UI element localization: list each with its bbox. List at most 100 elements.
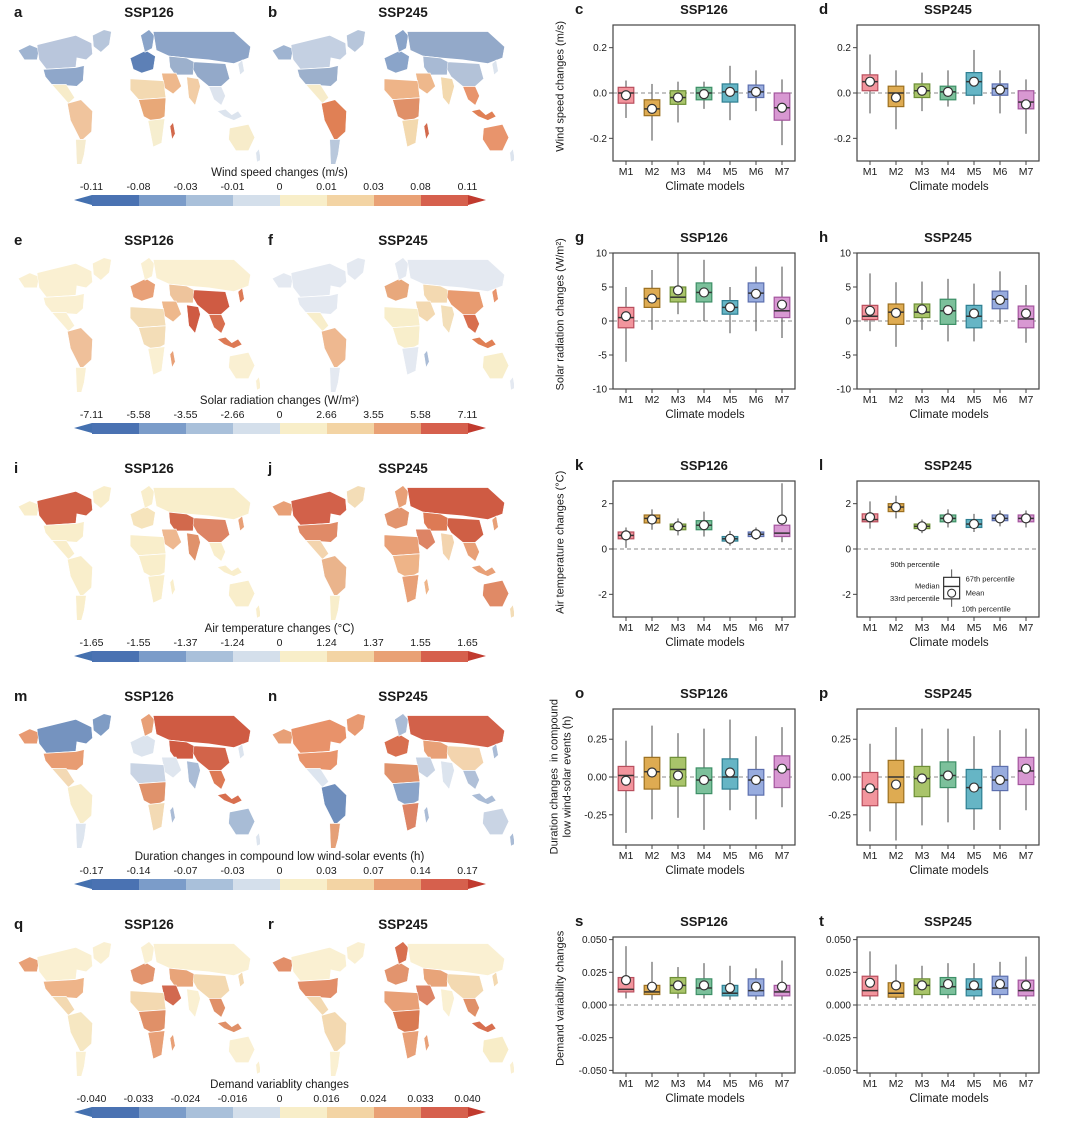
plot-border	[856, 252, 1040, 390]
y-tick-label: 0.025	[826, 968, 851, 979]
region-greenland	[346, 29, 366, 53]
box-panel-p: p SSP245 0.25 0.00 -0.25 M1 M2 M3 M4 M5 M6 M7 Climat…	[807, 685, 1051, 912]
box-plot-svg-t: 0.050 0.025 0.000 -0.025 -0.050 M1 M2 M3 M4 M5 M6 M…	[823, 935, 1040, 1090]
mean-M6	[994, 978, 1006, 990]
region-scandinavia	[140, 713, 155, 737]
mean-M1	[864, 977, 876, 988]
x-tick-label: M7	[1019, 394, 1034, 406]
mean-M3	[916, 304, 928, 315]
region-seasia	[462, 313, 480, 334]
box-plot-title: SSP245	[924, 458, 972, 473]
mean-M7	[1020, 99, 1032, 110]
y-axis-label: Wind speed changes (m/s)	[554, 20, 567, 152]
x-tick-label: M2	[889, 394, 904, 406]
colorbar-tick: 0.14	[410, 865, 431, 877]
box-plot-title: SSP126	[680, 2, 728, 17]
region-canada	[36, 718, 93, 754]
mean-M5	[968, 980, 980, 991]
x-tick-label: M1	[863, 166, 878, 178]
map-title: SSP245	[378, 4, 428, 20]
x-axis-label: Climate models	[665, 409, 745, 421]
colorbar-segment	[279, 879, 327, 890]
region-nafrica	[383, 306, 421, 329]
region-samerica_s	[75, 367, 87, 392]
region-canada	[36, 262, 93, 298]
y-tick-label: -0.25	[828, 810, 851, 821]
x-tick-label: M7	[1019, 850, 1034, 862]
y-tick-label: -0.2	[590, 134, 608, 145]
region-india	[186, 988, 201, 1018]
y-tick-label: 2	[601, 499, 607, 510]
region-islands	[216, 792, 243, 805]
panel-head: o SSP126	[573, 685, 807, 703]
panel-letter-e: e	[14, 231, 23, 249]
panel-letter-l: l	[819, 457, 824, 474]
region-india	[186, 532, 201, 562]
legend-mean-circle	[947, 588, 957, 598]
x-tick-label: M3	[915, 850, 930, 862]
colorbar-segment	[373, 195, 421, 206]
mean-M5	[724, 302, 736, 313]
y-tick-label: -0.050	[579, 1066, 608, 1077]
colorbar-bar	[73, 423, 486, 434]
region-samerica_n	[67, 327, 93, 370]
x-tick-label: M3	[671, 622, 686, 634]
region-japan	[237, 971, 245, 988]
x-axis-label: Climate models	[665, 637, 745, 649]
colorbar-tick: 0	[276, 1093, 283, 1105]
mean-M5	[724, 86, 736, 97]
region-greenland	[92, 485, 112, 509]
y-tick-label: 5	[845, 283, 851, 294]
region-nz	[255, 376, 260, 391]
region-safrica	[147, 118, 166, 148]
region-australia	[228, 579, 256, 608]
region-scandinavia	[394, 713, 409, 737]
region-samerica_n	[321, 783, 347, 826]
mean-M2	[890, 980, 902, 991]
colorbar-tick: 0.07	[363, 865, 384, 877]
box-plot-title: SSP245	[924, 914, 972, 929]
colorbar-segment	[373, 651, 421, 662]
panel-head: g SSP126	[573, 229, 807, 247]
region-madagascar	[423, 577, 430, 597]
y-tick-label: -0.25	[584, 810, 607, 821]
map-panel-m: m SSP126	[14, 686, 266, 848]
y-tick-label: 0.25	[832, 735, 852, 746]
x-tick-label: M2	[645, 1078, 660, 1090]
region-seasia	[208, 541, 226, 562]
region-europe	[383, 278, 410, 302]
panel-letter-f: f	[268, 231, 273, 249]
colorbar-right-arrow-icon	[467, 879, 486, 889]
colorbar-tick: 0	[276, 181, 283, 193]
y-tick-label: 10	[596, 249, 608, 260]
colorbar-ticks: -0.17 -0.14 -0.07 -0.03 0 0.03 0.07 0.14 0.17	[74, 865, 486, 879]
panel-letter-n: n	[268, 687, 278, 705]
plot-border	[612, 252, 796, 390]
colorbar-tick: 0	[276, 865, 283, 877]
region-russia	[152, 487, 251, 521]
mean-M5	[968, 518, 980, 530]
y-tick-label: 0.00	[588, 773, 608, 784]
legend-label: 67th percentile	[966, 574, 1015, 583]
region-samerica_n	[321, 555, 347, 598]
maps-column: e SSP126 f SSP245 Solar radiation changes (W…	[0, 230, 545, 456]
colorbar-tick: 5.58	[410, 409, 431, 421]
region-samerica_s	[329, 823, 341, 848]
box-plot-svg-s: 0.050 0.025 0.000 -0.025 -0.050 M1 M2 M3 M4 M5 M6 M…	[579, 935, 796, 1090]
mean-M1	[864, 305, 876, 316]
map-head: i SSP126	[14, 458, 266, 478]
region-canada	[290, 946, 347, 982]
map-panel-a: a SSP126	[14, 2, 266, 164]
x-tick-label: M2	[645, 166, 660, 178]
x-tick-label: M5	[967, 166, 982, 178]
maps-pair: i SSP126 j SSP245	[14, 458, 545, 620]
map-title: SSP245	[378, 688, 428, 704]
box-plot-svg-p: 0.25 0.00 -0.25 M1 M2 M3 M4 M5 M6 M7	[828, 708, 1040, 862]
region-samerica_n	[67, 1011, 93, 1054]
x-tick-label: M1	[619, 850, 634, 862]
colorbar-tick: 0.033	[407, 1093, 434, 1105]
x-tick-label: M4	[697, 394, 712, 406]
region-nafrica	[383, 78, 421, 101]
mean-M7	[1020, 763, 1032, 774]
colorbar-segment	[185, 423, 233, 434]
